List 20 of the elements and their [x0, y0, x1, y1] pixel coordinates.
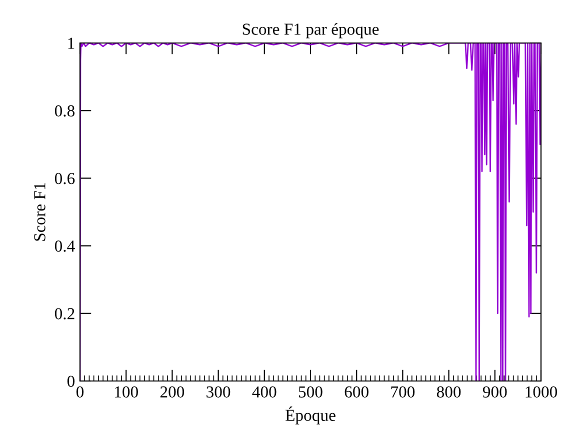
y-tick-label: 0.4: [54, 240, 75, 252]
y-axis-title: Score F1: [34, 183, 46, 241]
x-tick-label: 700: [391, 386, 415, 398]
chart-title: Score F1 par époque: [242, 23, 379, 38]
x-tick-label: 100: [115, 386, 138, 398]
x-tick-label: 400: [252, 386, 276, 398]
y-tick-label: 1: [68, 38, 74, 49]
x-tick-label: 0: [76, 386, 84, 398]
y-tick-label: 0.8: [54, 105, 75, 117]
x-tick-label: 900: [482, 386, 507, 398]
x-tick-label: 500: [298, 386, 322, 398]
y-tick-label: 0.6: [54, 172, 75, 184]
x-tick-label: 200: [160, 386, 184, 398]
x-tick-label: 600: [344, 386, 368, 398]
x-tick-label: 300: [206, 386, 230, 398]
y-tick-label: 0: [67, 376, 75, 387]
y-tick-label: 0.2: [54, 308, 74, 320]
x-axis-title: Époque: [286, 406, 336, 424]
x-tick-label: 800: [436, 386, 461, 398]
x-tick-label: 1000: [526, 386, 558, 398]
